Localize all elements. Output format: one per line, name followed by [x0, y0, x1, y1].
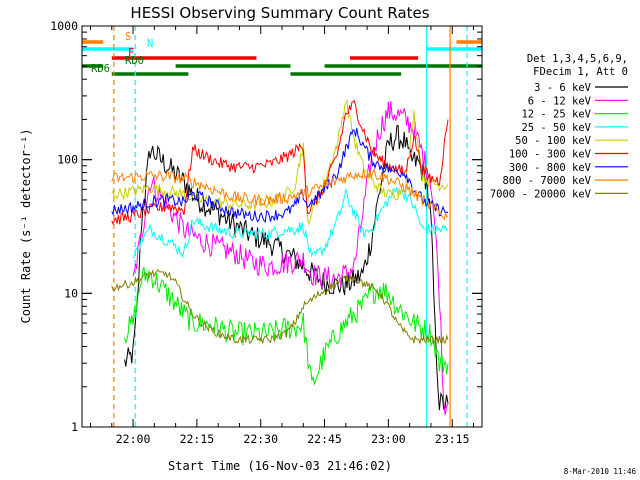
- vertical-markers: [113, 26, 468, 427]
- legend-entry-label: 25 - 50 keV: [521, 122, 591, 134]
- legend-entry-label: 7000 - 20000 keV: [490, 188, 592, 200]
- state-bars: [82, 40, 482, 76]
- legend: Det 1,3,4,5,6,9,FDecim 1, Att 0 3 - 6 keV…: [490, 53, 628, 200]
- series-line: [111, 127, 449, 223]
- y-tick-label: 1000: [50, 19, 78, 33]
- state-bar-label: RD0: [125, 55, 144, 67]
- footer-date: 8-Mar-2010 11:46: [564, 467, 637, 476]
- series-line: [111, 168, 449, 221]
- chart-title: HESSI Observing Summary Count Rates: [130, 4, 429, 22]
- series-layer: [111, 99, 449, 415]
- x-axis-label: Start Time (16-Nov-03 21:46:02): [168, 459, 392, 473]
- y-axis: 1 10 100 1000: [50, 19, 482, 434]
- legend-entry-label: 12 - 25 keV: [521, 109, 591, 121]
- series-line: [111, 268, 449, 346]
- state-bar-label: RD6: [91, 63, 110, 75]
- y-tick-label: 10: [64, 286, 78, 300]
- x-tick-label: 22:45: [307, 432, 342, 446]
- legend-entry-label: 300 - 800 keV: [509, 162, 592, 174]
- x-tick-label: 23:00: [371, 432, 406, 446]
- state-bar-label: F: [128, 47, 134, 59]
- state-bar-label: N: [147, 38, 153, 50]
- x-tick-label: 22:30: [243, 432, 278, 446]
- legend-entry-label: 800 - 7000 keV: [502, 175, 591, 187]
- y-axis-label: Count Rate (s⁻¹ detector⁻¹): [19, 128, 33, 323]
- series-line: [111, 99, 449, 226]
- x-tick-label: 22:00: [116, 432, 151, 446]
- legend-entry-label: 100 - 300 keV: [509, 149, 592, 161]
- x-tick-label: 22:15: [180, 432, 215, 446]
- y-tick-label: 100: [57, 153, 78, 167]
- series-line: [132, 187, 449, 259]
- state-bar-label: S: [125, 31, 131, 43]
- series-line: [132, 100, 449, 415]
- legend-header: Det 1,3,4,5,6,9,: [527, 53, 628, 65]
- y-tick-label: 1: [71, 420, 78, 434]
- legend-entry-label: 50 - 100 keV: [515, 135, 592, 147]
- series-line: [124, 266, 449, 385]
- x-tick-label: 23:15: [435, 432, 470, 446]
- legend-entry-label: 3 - 6 keV: [534, 82, 592, 94]
- x-axis: 22:00 22:15 22:30 22:45 23:00 23:15: [90, 26, 474, 446]
- legend-header: FDecim 1, Att 0: [533, 66, 628, 78]
- legend-entry-label: 6 - 12 keV: [528, 95, 592, 107]
